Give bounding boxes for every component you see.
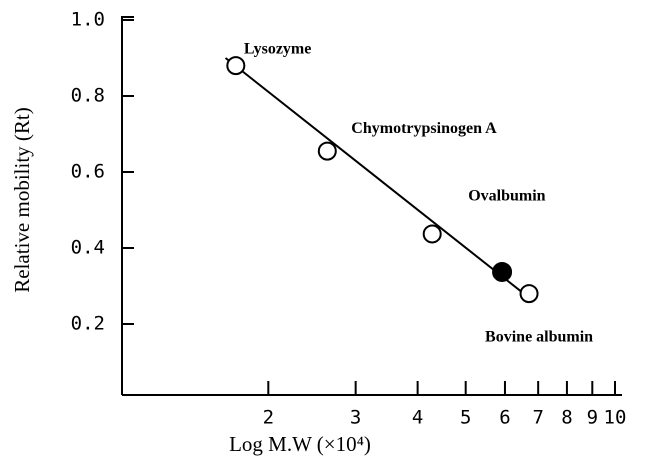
fit-line bbox=[224, 57, 523, 293]
data-point bbox=[519, 284, 539, 304]
y-tick-label: 1.0 bbox=[71, 9, 105, 31]
x-tick-label: 3 bbox=[350, 407, 361, 429]
y-tick-label: 0.6 bbox=[71, 161, 105, 183]
x-tick-label: 8 bbox=[561, 407, 572, 429]
point-label: Ovalbumin bbox=[468, 188, 545, 205]
data-point bbox=[422, 224, 442, 244]
x-axis-label: Log M.W (×10⁴) bbox=[229, 432, 371, 456]
x-tick-label: 9 bbox=[587, 407, 598, 429]
x-tick-label: 2 bbox=[263, 407, 274, 429]
x-tick-label: 5 bbox=[460, 407, 471, 429]
data-point bbox=[317, 141, 337, 161]
x-tick-label: 7 bbox=[532, 407, 543, 429]
y-tick-label: 0.2 bbox=[71, 313, 105, 335]
y-tick-label: 0.8 bbox=[71, 85, 105, 107]
x-tick-label: 6 bbox=[499, 407, 510, 429]
x-tick-label: 10 bbox=[604, 407, 627, 429]
y-axis-label: Relative mobility (Rt) bbox=[10, 107, 34, 292]
data-point bbox=[492, 261, 513, 282]
data-point bbox=[226, 56, 246, 76]
y-tick-label: 0.4 bbox=[71, 237, 105, 259]
x-tick-label: 4 bbox=[412, 407, 423, 429]
point-label: Bovine albumin bbox=[485, 328, 593, 345]
point-label: Chymotrypsinogen A bbox=[351, 120, 497, 137]
point-label: Lysozyme bbox=[244, 40, 312, 57]
